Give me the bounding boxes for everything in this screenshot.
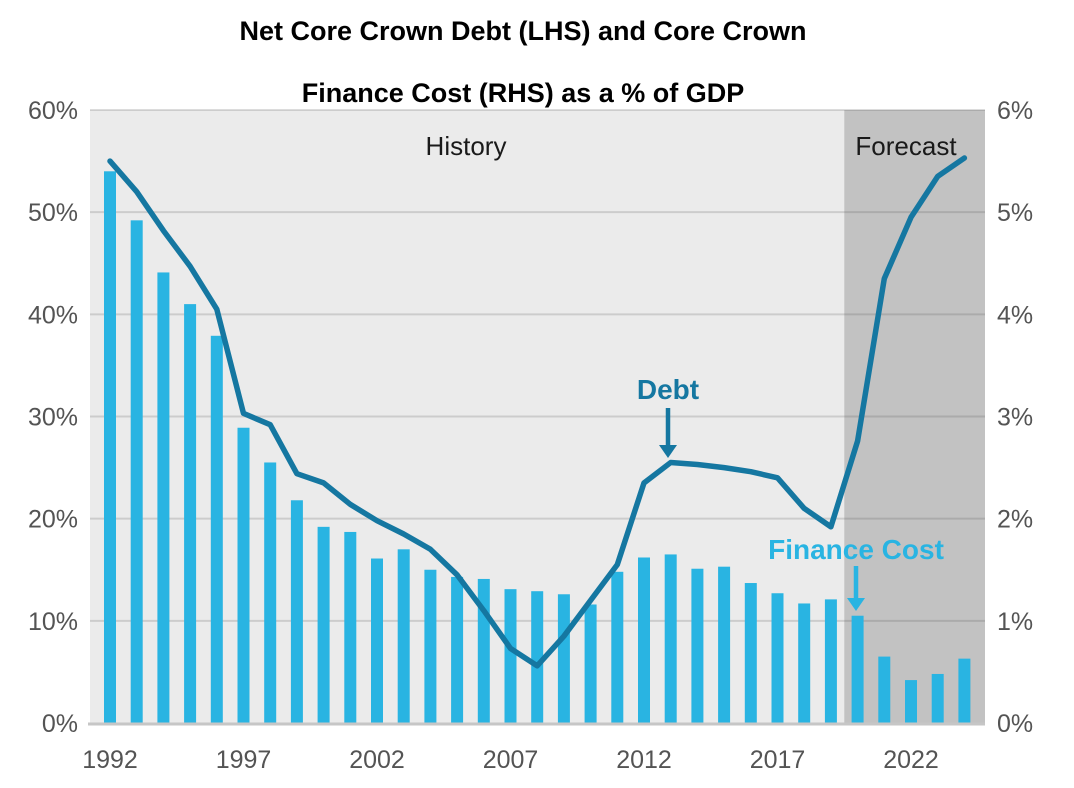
finance-cost-arrow-head	[847, 598, 865, 611]
bar-finance-cost-1998	[264, 462, 277, 723]
y-axis-left-tick-label: 20%	[28, 506, 78, 534]
bar-finance-cost-2009	[557, 594, 570, 723]
bar-finance-cost-1993	[130, 220, 143, 723]
y-axis-left-tick-label: 0%	[42, 710, 78, 738]
x-axis-tick-label: 2022	[883, 746, 939, 774]
bar-finance-cost-1997	[237, 427, 250, 723]
x-axis-tick-label: 1992	[82, 746, 138, 774]
chart-title-line2: Finance Cost (RHS) as a % of GDP	[301, 78, 745, 108]
bar-finance-cost-2017	[771, 593, 784, 723]
chart-title: Net Core Crown Debt (LHS) and Core Crown…	[73, 16, 973, 109]
bar-finance-cost-1996	[210, 335, 223, 723]
x-axis-tick-label: 1997	[216, 746, 272, 774]
bar-finance-cost-1995	[184, 304, 197, 723]
x-axis-tick-label: 2017	[750, 746, 806, 774]
bar-finance-cost-2014	[691, 568, 704, 723]
bar-finance-cost-2001	[344, 531, 357, 723]
bar-finance-cost-2008	[531, 591, 544, 723]
bar-finance-cost-2005	[451, 576, 464, 723]
bar-finance-cost-2007	[504, 589, 517, 723]
y-axis-left-tick-label: 10%	[28, 608, 78, 636]
bar-finance-cost-2003	[397, 549, 410, 723]
bar-finance-cost-2002	[371, 558, 383, 723]
y-axis-left-tick-label: 30%	[28, 404, 78, 432]
bar-finance-cost-1992	[104, 171, 116, 724]
forecast-region-label: Forecast	[855, 131, 957, 161]
bar-finance-cost-2015	[718, 566, 731, 723]
bar-finance-cost-2004	[424, 569, 437, 723]
bar-finance-cost-2012	[638, 557, 650, 723]
bar-finance-cost-2011	[611, 571, 624, 723]
y-axis-left-tick-label: 50%	[28, 199, 78, 227]
bar-finance-cost-2020	[851, 615, 864, 723]
bar-finance-cost-2022	[905, 680, 917, 723]
y-axis-right-tick-label: 4%	[997, 301, 1033, 329]
x-axis-tick-label: 2002	[349, 746, 405, 774]
y-axis-right-tick-label: 0%	[997, 710, 1033, 738]
bar-finance-cost-1999	[290, 500, 303, 723]
x-axis-tick-label: 2007	[483, 746, 539, 774]
bar-finance-cost-2023	[931, 673, 944, 723]
y-axis-right-tick-label: 3%	[997, 404, 1033, 432]
bar-finance-cost-2013	[664, 554, 677, 723]
debt-arrow-head	[659, 445, 677, 458]
y-axis-right-tick-label: 2%	[997, 506, 1033, 534]
bar-finance-cost-2019	[824, 599, 837, 723]
bar-finance-cost-2021	[878, 656, 891, 723]
chart-title-line1: Net Core Crown Debt (LHS) and Core Crown	[239, 16, 807, 46]
y-axis-right-tick-label: 6%	[997, 97, 1033, 125]
bar-finance-cost-2024	[958, 658, 971, 723]
bar-finance-cost-1994	[157, 272, 170, 723]
history-region-label: History	[425, 131, 507, 161]
debt-line	[107, 155, 968, 669]
y-axis-right-tick-label: 1%	[997, 608, 1033, 636]
x-axis-tick-label: 2012	[616, 746, 672, 774]
bar-finance-cost-2000	[317, 526, 330, 723]
y-axis-left-tick-label: 60%	[28, 97, 78, 125]
bar-finance-cost-2016	[744, 583, 757, 723]
bar-finance-cost-2010	[584, 604, 597, 723]
finance-cost-series-annotation: Finance Cost	[768, 534, 944, 565]
y-axis-left-tick-label: 40%	[28, 301, 78, 329]
y-axis-right-tick-label: 5%	[997, 199, 1033, 227]
debt-series-annotation: Debt	[636, 374, 700, 405]
bar-finance-cost-2018	[798, 603, 811, 723]
